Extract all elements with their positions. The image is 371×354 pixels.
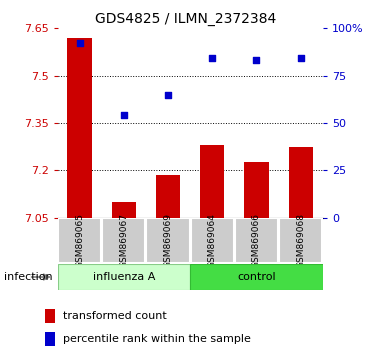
Bar: [45, 332, 55, 346]
FancyBboxPatch shape: [191, 218, 234, 263]
Point: [165, 92, 171, 97]
Bar: [45, 309, 55, 323]
FancyBboxPatch shape: [102, 218, 145, 263]
Text: GSM869065: GSM869065: [75, 213, 84, 268]
Text: GSM869064: GSM869064: [208, 213, 217, 268]
Text: control: control: [237, 272, 276, 282]
Text: GSM869067: GSM869067: [119, 213, 128, 268]
Bar: [244, 162, 269, 218]
Bar: [156, 175, 180, 218]
Text: infection: infection: [4, 272, 52, 282]
Text: GSM869066: GSM869066: [252, 213, 261, 268]
Point: [121, 112, 127, 118]
Text: transformed count: transformed count: [63, 311, 167, 321]
Bar: [68, 38, 92, 218]
Text: GSM869069: GSM869069: [164, 213, 173, 268]
Bar: [200, 145, 224, 218]
Text: percentile rank within the sample: percentile rank within the sample: [63, 334, 251, 344]
Text: GSM869068: GSM869068: [296, 213, 305, 268]
Text: influenza A: influenza A: [93, 272, 155, 282]
FancyBboxPatch shape: [190, 264, 323, 290]
Point: [298, 56, 303, 61]
Point: [77, 40, 83, 45]
FancyBboxPatch shape: [58, 264, 190, 290]
Point: [253, 57, 259, 63]
Text: GDS4825 / ILMN_2372384: GDS4825 / ILMN_2372384: [95, 12, 276, 27]
FancyBboxPatch shape: [58, 218, 101, 263]
FancyBboxPatch shape: [235, 218, 278, 263]
Bar: [289, 147, 313, 218]
FancyBboxPatch shape: [147, 218, 190, 263]
Bar: [112, 202, 136, 218]
Point: [209, 56, 215, 61]
FancyBboxPatch shape: [279, 218, 322, 263]
